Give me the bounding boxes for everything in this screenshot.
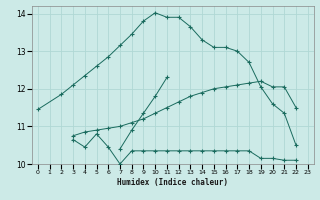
X-axis label: Humidex (Indice chaleur): Humidex (Indice chaleur) (117, 178, 228, 187)
